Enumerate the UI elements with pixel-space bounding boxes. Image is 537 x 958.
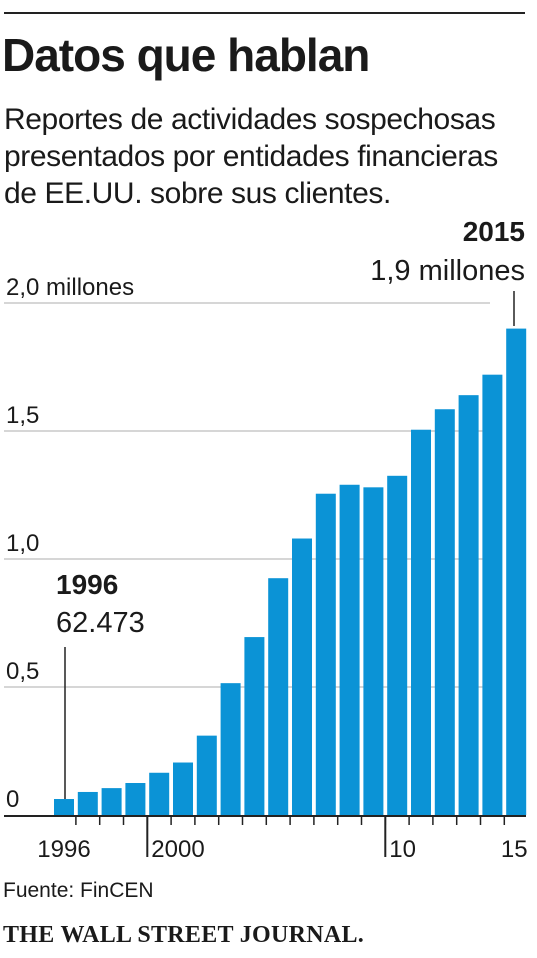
bar — [434, 409, 455, 815]
x-tick-label: 10 — [389, 836, 416, 863]
label-layer: 0 0,5 1,0 1,5 2,0 millones 1996 2000 10 15 1996 62… — [6, 216, 528, 863]
bar — [268, 578, 289, 815]
bar — [125, 783, 146, 815]
bar — [196, 735, 217, 815]
bar-layer — [54, 328, 527, 815]
bar-chart: 0 0,5 1,0 1,5 2,0 millones 1996 2000 10 15 1996 62… — [4, 216, 528, 863]
y-tick-label: 0,5 — [6, 658, 39, 685]
bar — [173, 762, 193, 815]
bar — [387, 475, 408, 815]
annotation-title: 2015 — [463, 216, 525, 247]
y-tick-label: 1,5 — [6, 402, 39, 429]
bar — [363, 487, 384, 815]
bar — [149, 772, 170, 815]
y-tick-label: 2,0 millones — [6, 274, 134, 301]
bar — [506, 328, 527, 815]
bar — [77, 791, 98, 815]
y-tick-label: 0 — [6, 786, 19, 813]
bar — [292, 538, 312, 815]
annotation-value: 1,9 millones — [370, 255, 525, 287]
annotation-title: 1996 — [56, 569, 118, 600]
chart-title: Datos que hablan — [2, 29, 370, 81]
bar — [411, 429, 431, 815]
bar — [315, 493, 336, 815]
chart-subtitle: Reportes de actividades sospechosas pres… — [4, 103, 498, 210]
bar — [101, 788, 122, 815]
bar — [339, 484, 360, 815]
source-note: Fuente: FinCEN — [3, 879, 154, 902]
x-tick-label: 15 — [501, 836, 528, 863]
bar — [482, 374, 503, 815]
annotation-value: 62.473 — [56, 607, 145, 639]
bar — [458, 395, 479, 815]
publisher-logo: THE WALL STREET JOURNAL. — [3, 922, 365, 948]
bar — [54, 799, 74, 815]
y-tick-label: 1,0 — [6, 530, 39, 557]
axis-layer — [4, 815, 526, 857]
top-rule — [4, 12, 525, 14]
bar — [244, 637, 265, 815]
x-tick-label: 1996 — [37, 836, 90, 863]
x-tick-label: 2000 — [151, 836, 204, 863]
bar — [220, 683, 241, 815]
